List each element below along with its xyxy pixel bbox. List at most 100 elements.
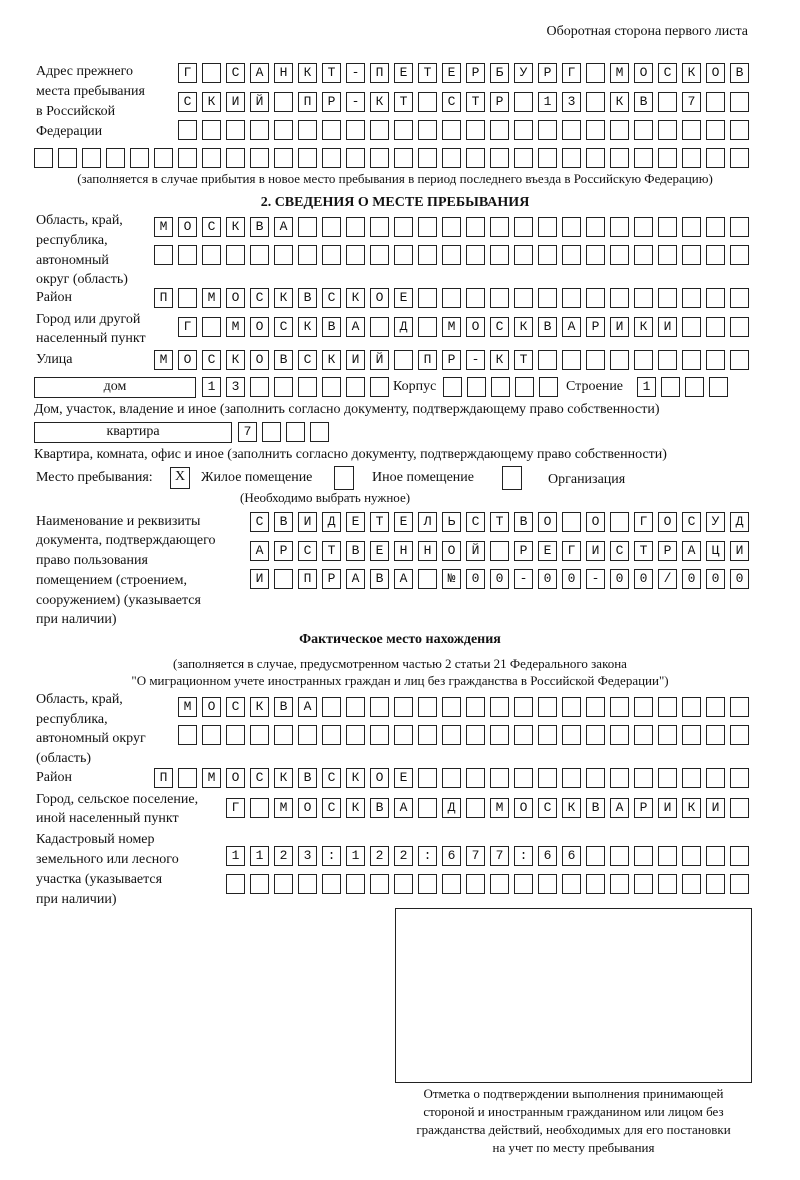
char-cell[interactable] bbox=[538, 350, 557, 370]
char-cell[interactable] bbox=[250, 350, 269, 370]
char-cell[interactable] bbox=[637, 377, 656, 397]
char-cell[interactable] bbox=[226, 217, 245, 237]
char-cell[interactable] bbox=[514, 288, 533, 308]
char-cell[interactable] bbox=[586, 350, 605, 370]
char-cell[interactable] bbox=[202, 217, 221, 237]
char-cell[interactable] bbox=[202, 377, 221, 397]
char-cell[interactable] bbox=[562, 569, 581, 589]
char-cell[interactable] bbox=[538, 217, 557, 237]
char-cell[interactable] bbox=[202, 63, 221, 83]
char-cell[interactable] bbox=[310, 422, 329, 442]
char-cell[interactable] bbox=[610, 725, 629, 745]
char-cell[interactable] bbox=[706, 874, 725, 894]
char-cell[interactable] bbox=[490, 569, 509, 589]
char-cell[interactable] bbox=[610, 798, 629, 818]
char-cell[interactable] bbox=[730, 874, 749, 894]
char-cell[interactable] bbox=[394, 148, 413, 168]
char-cell[interactable] bbox=[682, 92, 701, 112]
char-cell[interactable] bbox=[658, 92, 677, 112]
char-cell[interactable] bbox=[514, 120, 533, 140]
char-cell[interactable] bbox=[538, 63, 557, 83]
char-cell[interactable] bbox=[634, 798, 653, 818]
char-cell[interactable] bbox=[730, 569, 749, 589]
char-cell[interactable] bbox=[274, 541, 293, 561]
char-cell[interactable] bbox=[298, 798, 317, 818]
char-cell[interactable] bbox=[730, 317, 749, 337]
char-cell[interactable] bbox=[490, 288, 509, 308]
char-cell[interactable] bbox=[202, 245, 221, 265]
char-cell[interactable] bbox=[346, 350, 365, 370]
char-cell[interactable] bbox=[634, 725, 653, 745]
char-cell[interactable] bbox=[634, 874, 653, 894]
char-cell[interactable] bbox=[418, 541, 437, 561]
char-cell[interactable] bbox=[442, 350, 461, 370]
char-cell[interactable] bbox=[682, 697, 701, 717]
char-cell[interactable] bbox=[250, 63, 269, 83]
char-cell[interactable] bbox=[490, 798, 509, 818]
char-cell[interactable] bbox=[346, 63, 365, 83]
char-cell[interactable] bbox=[442, 92, 461, 112]
char-cell[interactable] bbox=[274, 377, 293, 397]
char-cell[interactable] bbox=[418, 92, 437, 112]
char-cell[interactable] bbox=[538, 148, 557, 168]
char-cell[interactable] bbox=[298, 63, 317, 83]
char-cell[interactable] bbox=[586, 245, 605, 265]
char-cell[interactable] bbox=[370, 120, 389, 140]
char-cell[interactable] bbox=[418, 148, 437, 168]
char-cell[interactable] bbox=[610, 217, 629, 237]
char-cell[interactable] bbox=[394, 120, 413, 140]
char-cell[interactable] bbox=[298, 217, 317, 237]
char-cell[interactable] bbox=[466, 846, 485, 866]
char-cell[interactable] bbox=[418, 317, 437, 337]
char-cell[interactable] bbox=[418, 512, 437, 532]
char-cell[interactable] bbox=[466, 697, 485, 717]
char-cell[interactable] bbox=[490, 846, 509, 866]
char-cell[interactable] bbox=[250, 569, 269, 589]
char-cell[interactable] bbox=[586, 541, 605, 561]
char-cell[interactable] bbox=[706, 120, 725, 140]
char-cell[interactable] bbox=[250, 846, 269, 866]
char-cell[interactable] bbox=[730, 697, 749, 717]
char-cell[interactable] bbox=[370, 697, 389, 717]
char-cell[interactable] bbox=[562, 63, 581, 83]
char-cell[interactable] bbox=[634, 512, 653, 532]
char-cell[interactable] bbox=[394, 541, 413, 561]
char-cell[interactable] bbox=[466, 217, 485, 237]
char-cell[interactable] bbox=[250, 317, 269, 337]
char-cell[interactable] bbox=[58, 148, 77, 168]
char-cell[interactable] bbox=[202, 148, 221, 168]
char-cell[interactable] bbox=[658, 768, 677, 788]
char-cell[interactable] bbox=[658, 874, 677, 894]
char-cell[interactable] bbox=[490, 317, 509, 337]
char-cell[interactable] bbox=[490, 350, 509, 370]
char-cell[interactable] bbox=[538, 92, 557, 112]
char-cell[interactable] bbox=[178, 63, 197, 83]
char-cell[interactable] bbox=[346, 317, 365, 337]
char-cell[interactable] bbox=[250, 92, 269, 112]
char-cell[interactable] bbox=[226, 317, 245, 337]
char-cell[interactable] bbox=[682, 245, 701, 265]
char-cell[interactable] bbox=[394, 798, 413, 818]
char-cell[interactable] bbox=[322, 288, 341, 308]
char-cell[interactable] bbox=[298, 317, 317, 337]
char-cell[interactable] bbox=[154, 350, 173, 370]
char-cell[interactable] bbox=[658, 697, 677, 717]
char-cell[interactable] bbox=[514, 512, 533, 532]
char-cell[interactable] bbox=[250, 120, 269, 140]
char-cell[interactable] bbox=[394, 846, 413, 866]
char-cell[interactable] bbox=[562, 768, 581, 788]
char-cell[interactable] bbox=[538, 317, 557, 337]
char-cell[interactable] bbox=[490, 245, 509, 265]
char-cell[interactable] bbox=[250, 768, 269, 788]
char-cell[interactable] bbox=[418, 846, 437, 866]
char-cell[interactable] bbox=[370, 512, 389, 532]
char-cell[interactable] bbox=[394, 288, 413, 308]
char-cell[interactable] bbox=[706, 317, 725, 337]
char-cell[interactable] bbox=[238, 422, 257, 442]
char-cell[interactable] bbox=[394, 92, 413, 112]
char-cell[interactable] bbox=[442, 541, 461, 561]
char-cell[interactable] bbox=[154, 148, 173, 168]
char-cell[interactable] bbox=[322, 768, 341, 788]
char-cell[interactable] bbox=[730, 350, 749, 370]
char-cell[interactable] bbox=[274, 512, 293, 532]
